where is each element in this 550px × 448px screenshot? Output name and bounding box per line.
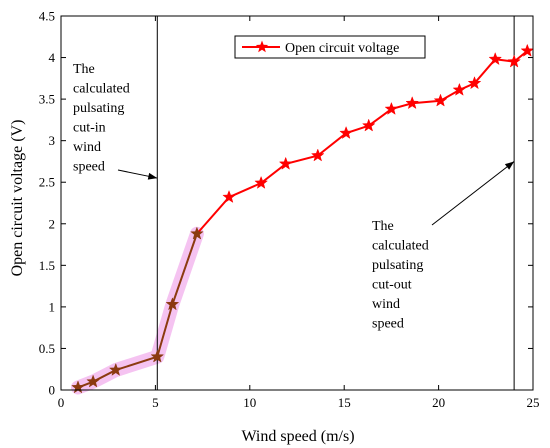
annotation-arrow-line [431,161,515,226]
annotation-text-line: wind [372,297,400,312]
x-tick-label: 5 [152,395,159,410]
x-tick-label: 25 [527,395,540,410]
data-point-star [433,93,448,107]
data-point-star [405,96,419,110]
data-point-star [278,156,293,170]
annotation-layer: Thecalculatedpulsatingcut-inwindspeedThe… [73,62,515,332]
annotation-cut-out: The calculated pulsating cut-out wind speed [372,161,515,332]
data-point-star [467,76,482,90]
annotation-arrowhead-icon [504,161,515,170]
tick-layer: 0 5 10 15 20 25 0 0.5 1 1.5 2 2.5 3 3.5 4 4.5 [39,9,540,411]
legend-entry-label: Open circuit voltage [285,41,399,56]
data-point-star [310,148,325,162]
series-layer [77,50,528,389]
data-point-star [361,118,376,132]
annotation-text-line: calculated [372,239,429,254]
annotation-cut-in: The calculated pulsating cut-in wind speed [73,62,158,180]
data-point-star [339,125,353,139]
annotation-text-line: cut-in [73,121,106,136]
marker-layer [71,43,535,394]
y-axis-label: Open circuit voltage (V) [9,120,26,277]
legend-box [234,35,426,59]
annotation-arrowhead-icon [147,172,158,180]
data-point-star [86,374,100,388]
data-point-star [520,43,535,57]
annotation-text-line: pulsating [372,258,423,273]
data-point-star [384,101,399,115]
annotation-text-line: speed [73,160,105,175]
data-point-star [108,362,123,376]
annotation-text-line: The [372,219,394,234]
data-point-star [488,51,503,66]
data-point-star [222,189,236,203]
annotation-text-line: The [73,62,95,77]
x-tick-label: 0 [58,395,65,410]
y-tick-label: 2.5 [39,175,55,190]
y-tick-label: 3 [49,133,56,148]
y-tick-label: 4.5 [39,9,55,24]
data-point-star [150,349,165,363]
annotation-text-line: calculated [73,82,130,97]
annotation-text-line: cut-out [372,278,412,293]
y-tick-label: 1.5 [39,258,55,273]
y-tick-label: 2 [49,216,56,231]
highlight-band [70,226,204,395]
series-line [196,50,528,235]
x-axis-label: Wind speed (m/s) [241,428,354,445]
data-point-star [254,175,268,189]
y-tick-label: 0 [49,383,56,398]
plot-frame [60,15,534,391]
data-point-star [165,297,180,311]
y-tick-label: 1 [49,299,56,314]
x-tick-label: 15 [338,395,351,410]
vline-layer [156,16,515,390]
y-tick-label: 0.5 [39,341,55,356]
y-tick-label: 3.5 [39,92,55,107]
annotation-text-line: wind [73,140,101,155]
data-point-star [452,82,467,96]
highlight-layer [70,226,204,395]
data-point-star [190,226,204,240]
data-point-star [507,54,521,68]
legend: Open circuit voltage [234,35,426,59]
annotation-text-line: speed [372,317,404,332]
y-tick-label: 4 [49,50,56,65]
legend-star-icon [255,40,269,53]
annotation-text-line: pulsating [73,101,124,116]
x-tick-label: 10 [243,395,256,410]
x-tick-label: 20 [432,395,445,410]
